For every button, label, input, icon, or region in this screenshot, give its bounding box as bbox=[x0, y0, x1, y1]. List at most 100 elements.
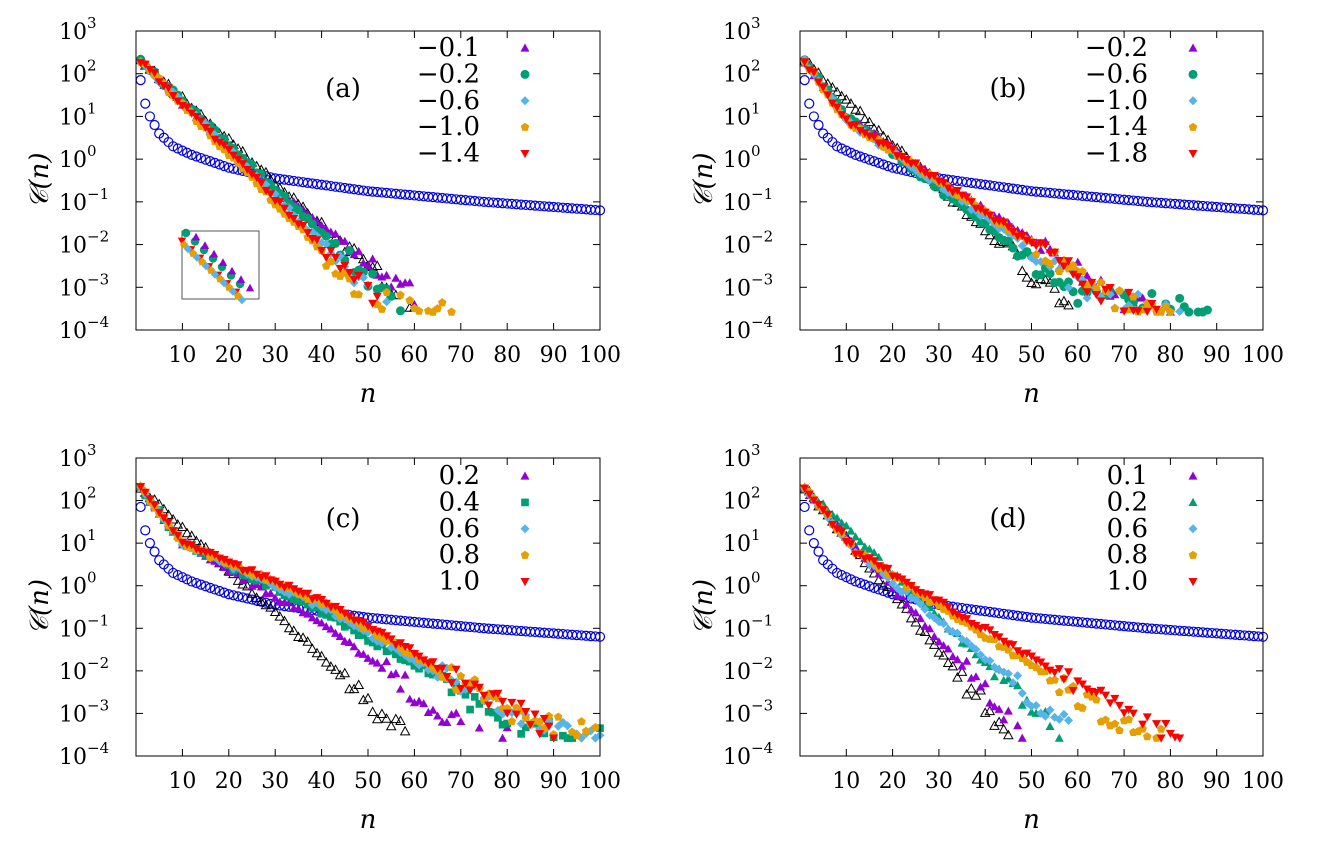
data-point bbox=[962, 193, 972, 202]
y-tick-label: 100 bbox=[723, 569, 761, 600]
data-point bbox=[841, 115, 851, 124]
data-point bbox=[302, 636, 314, 646]
data-point bbox=[186, 576, 197, 587]
data-point bbox=[322, 611, 331, 619]
data-point bbox=[405, 694, 415, 703]
y-tick-exponent: −4 bbox=[751, 739, 773, 757]
y-tick-label: 10−4 bbox=[59, 313, 109, 344]
data-point bbox=[1053, 297, 1065, 308]
legend-label: 0.1 bbox=[1107, 461, 1148, 491]
data-point bbox=[433, 711, 443, 720]
data-point bbox=[813, 119, 824, 131]
y-tick-label: 10−3 bbox=[59, 270, 109, 301]
legend-label: 0.4 bbox=[439, 487, 480, 517]
inset-point bbox=[177, 237, 187, 246]
data-point bbox=[994, 633, 1004, 642]
y-tick-exponent: 0 bbox=[87, 142, 97, 160]
data-point bbox=[976, 682, 986, 691]
data-point bbox=[809, 496, 819, 505]
data-point bbox=[855, 550, 865, 559]
data-point bbox=[275, 198, 285, 207]
x-tick-label: 40 bbox=[308, 343, 336, 368]
series-reference-circles bbox=[135, 75, 606, 216]
data-point bbox=[321, 599, 331, 608]
data-point bbox=[367, 706, 378, 717]
inset-point bbox=[200, 241, 210, 249]
data-point bbox=[140, 98, 151, 109]
data-point bbox=[836, 569, 847, 581]
data-point bbox=[897, 575, 907, 584]
data-point bbox=[317, 609, 326, 618]
data-point bbox=[920, 604, 930, 614]
data-point bbox=[837, 528, 847, 537]
data-point bbox=[855, 537, 865, 546]
data-point bbox=[340, 622, 349, 631]
data-point bbox=[260, 599, 272, 610]
data-point bbox=[493, 689, 503, 698]
x-axis-label: n bbox=[360, 805, 377, 835]
data-point bbox=[952, 671, 963, 682]
y-tick-label: 100 bbox=[723, 142, 761, 173]
legend-label: 0.6 bbox=[1107, 514, 1148, 544]
y-tick-label: 10−2 bbox=[723, 228, 773, 259]
y-tick-exponent: 2 bbox=[751, 57, 761, 75]
data-point bbox=[149, 546, 160, 557]
data-point bbox=[1133, 307, 1143, 316]
data-point bbox=[883, 141, 893, 150]
x-tick-label: 80 bbox=[493, 769, 521, 794]
data-point bbox=[233, 561, 243, 570]
data-point bbox=[915, 165, 925, 174]
data-point bbox=[888, 145, 898, 154]
data-point bbox=[1050, 675, 1059, 684]
data-point bbox=[1068, 270, 1078, 279]
data-point bbox=[952, 611, 962, 620]
y-tick-exponent: −4 bbox=[751, 313, 773, 331]
data-point bbox=[392, 650, 400, 659]
data-point bbox=[303, 589, 313, 598]
data-point bbox=[442, 717, 452, 726]
data-point bbox=[837, 111, 847, 120]
data-point bbox=[154, 78, 164, 87]
data-point bbox=[1050, 248, 1060, 257]
data-point bbox=[832, 513, 842, 522]
data-point bbox=[915, 625, 926, 635]
data-point bbox=[344, 683, 355, 694]
data-point bbox=[224, 145, 234, 155]
data-point bbox=[349, 642, 359, 651]
data-point bbox=[845, 98, 857, 108]
data-point bbox=[814, 78, 824, 87]
data-point bbox=[563, 721, 573, 731]
data-point bbox=[385, 720, 397, 731]
y-tick-exponent: 0 bbox=[751, 569, 761, 587]
data-point bbox=[507, 698, 517, 708]
data-point bbox=[939, 641, 949, 650]
inset-point bbox=[245, 283, 255, 292]
data-point bbox=[339, 667, 351, 678]
data-point bbox=[354, 631, 363, 640]
data-point bbox=[800, 58, 810, 67]
data-point bbox=[252, 173, 262, 182]
data-point bbox=[242, 593, 253, 604]
data-point bbox=[317, 618, 327, 627]
data-point bbox=[1059, 709, 1069, 719]
data-point bbox=[559, 731, 567, 740]
legend-label: −1.4 bbox=[1085, 112, 1148, 142]
legend-marker bbox=[1188, 497, 1198, 506]
data-point bbox=[929, 632, 939, 641]
legend-marker bbox=[520, 96, 530, 106]
data-point bbox=[274, 610, 286, 621]
data-point bbox=[985, 656, 995, 666]
x-tick-label: 90 bbox=[540, 343, 568, 368]
legend-label: −1.0 bbox=[417, 112, 480, 142]
x-tick-label: 30 bbox=[261, 769, 289, 794]
legend-label: 0.2 bbox=[1107, 487, 1148, 517]
data-point bbox=[205, 582, 216, 593]
data-point bbox=[970, 690, 982, 700]
legend-label: −1.0 bbox=[1085, 86, 1148, 116]
data-point bbox=[915, 613, 925, 623]
data-point bbox=[159, 82, 169, 91]
data-point bbox=[831, 86, 843, 97]
y-tick-exponent: 1 bbox=[751, 99, 761, 117]
data-point bbox=[994, 704, 1004, 713]
data-point bbox=[1115, 286, 1124, 295]
